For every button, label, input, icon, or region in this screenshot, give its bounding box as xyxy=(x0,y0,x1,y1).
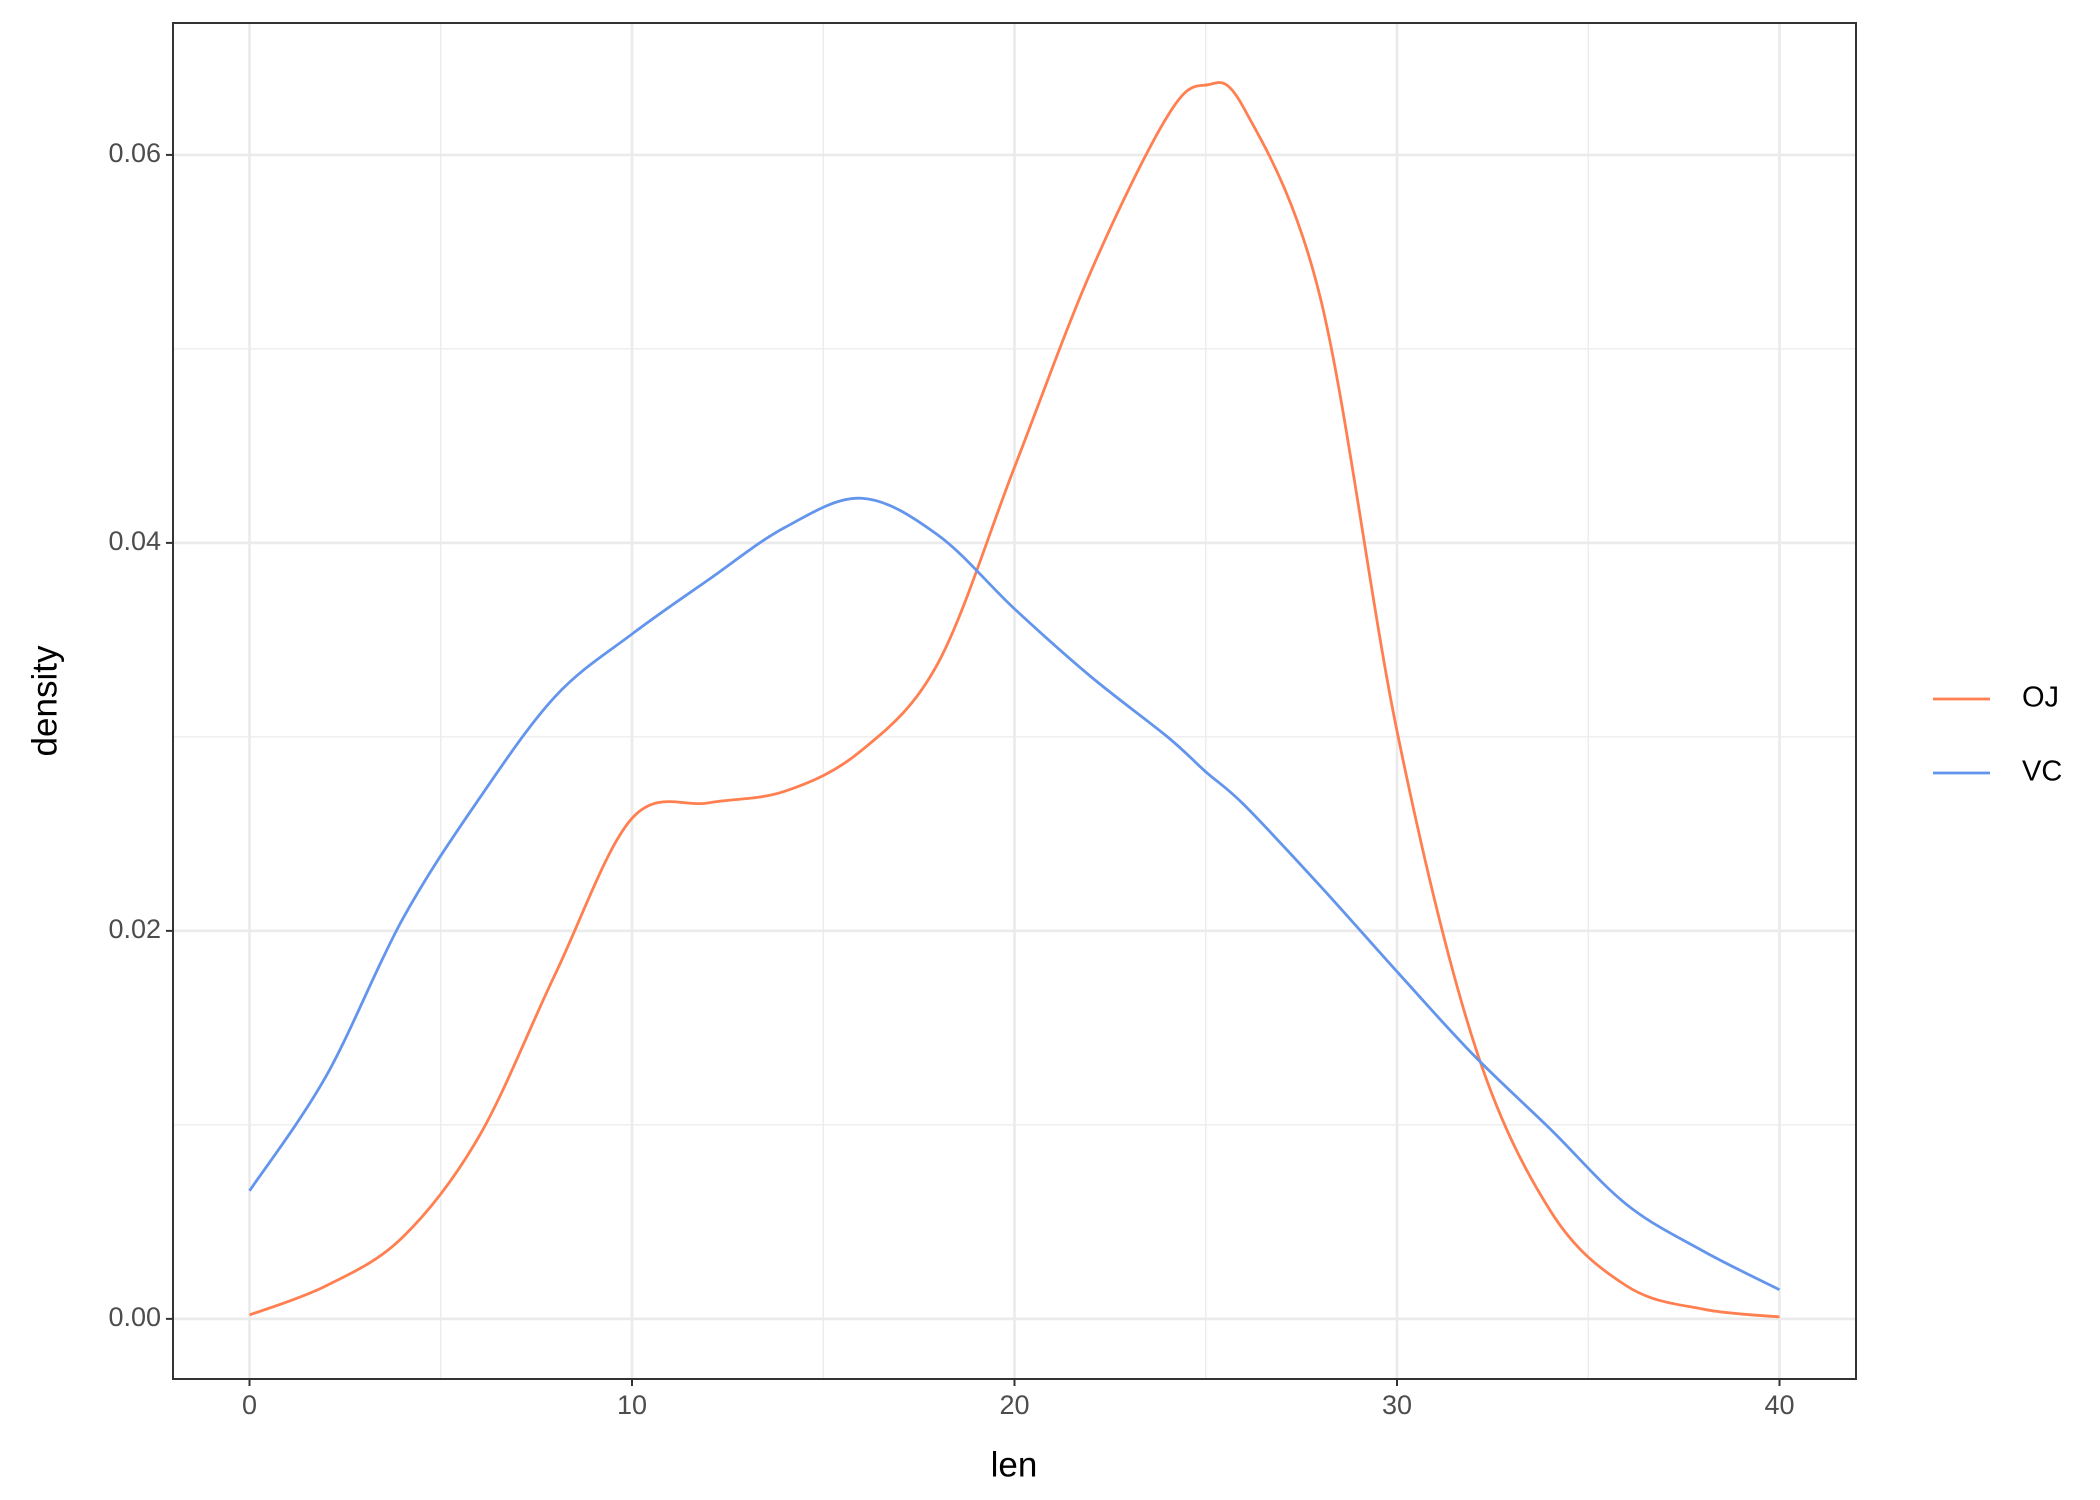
legend-label: VC xyxy=(2022,756,2062,788)
x-tick-label: 30 xyxy=(1382,1390,1412,1420)
y-axis-title: density xyxy=(25,645,64,756)
x-tick-label: 0 xyxy=(242,1390,257,1420)
y-tick-label: 0.02 xyxy=(108,914,161,944)
x-tick-label: 10 xyxy=(617,1390,647,1420)
x-tick-label: 20 xyxy=(999,1390,1029,1420)
x-axis-title: len xyxy=(991,1445,1038,1484)
y-tick-label: 0.00 xyxy=(108,1302,161,1332)
x-tick-label: 40 xyxy=(1764,1390,1794,1420)
panel-border xyxy=(172,22,1857,1380)
y-tick-label: 0.06 xyxy=(108,138,161,168)
density-line xyxy=(249,81,1780,1319)
density-line xyxy=(248,496,1781,1292)
y-tick-label: 0.04 xyxy=(108,526,161,556)
legend-label: OJ xyxy=(2022,682,2059,714)
